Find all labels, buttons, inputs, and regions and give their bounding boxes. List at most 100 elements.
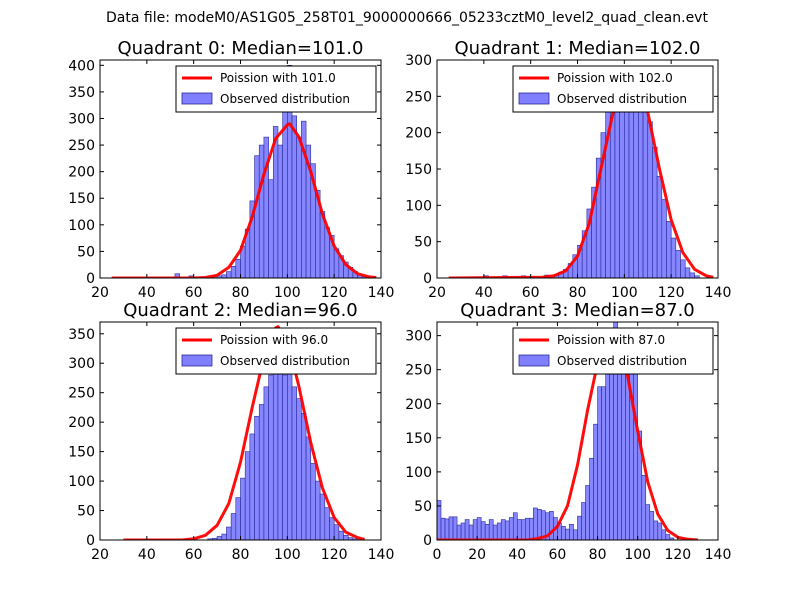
histogram-bar (254, 415, 260, 540)
y-tick-label: 250 (405, 363, 432, 379)
histogram-bar (689, 272, 695, 278)
histogram-bar (480, 521, 486, 540)
histogram-bar (282, 91, 288, 278)
x-tick-label: 100 (274, 547, 301, 563)
legend-bar-swatch (181, 92, 213, 105)
y-tick-label: 250 (405, 89, 432, 105)
histogram-bar (230, 513, 237, 540)
histogram-bar (440, 517, 446, 540)
x-tick-label: 120 (321, 547, 348, 563)
y-tick-label: 150 (68, 191, 95, 207)
histogram-bar (226, 271, 232, 278)
histogram-bar (529, 517, 534, 540)
y-tick-label: 150 (405, 431, 432, 447)
legend-bar-label: Observed distribution (220, 92, 350, 106)
x-tick-label: 100 (624, 547, 651, 563)
histogram-bar (680, 259, 686, 278)
y-tick-label: 100 (405, 465, 432, 481)
x-tick-label: 20 (428, 285, 446, 301)
panel-title: Quadrant 3: Median=87.0 (460, 300, 695, 321)
y-tick-label: 200 (68, 415, 95, 431)
y-tick-label: 350 (68, 85, 95, 101)
y-tick-label: 300 (68, 356, 95, 372)
legend-line-label: Poission with 96.0 (220, 333, 328, 347)
histogram-bar (315, 480, 321, 540)
x-tick-label: 120 (658, 285, 685, 301)
histogram-bar (235, 497, 241, 540)
x-tick-label: 100 (611, 285, 638, 301)
x-tick-label: 60 (522, 285, 540, 301)
histogram-bar (333, 524, 340, 540)
histogram-bar (460, 522, 466, 540)
histogram-bar (452, 516, 458, 540)
histogram-bar (601, 386, 606, 540)
histogram-bar (657, 522, 663, 540)
histogram-bar (537, 509, 542, 540)
poisson-curve (111, 122, 377, 278)
histogram-bar (272, 126, 279, 278)
histogram-bar (625, 372, 630, 540)
x-tick-label: 140 (368, 547, 395, 563)
histogram-bar (549, 511, 554, 540)
y-tick-label: 200 (68, 165, 95, 181)
x-tick-label: 120 (321, 285, 348, 301)
histogram-bar (287, 371, 293, 540)
y-tick-label: 350 (68, 327, 95, 343)
y-tick-label: 100 (68, 218, 95, 234)
y-tick-label: 50 (77, 504, 95, 520)
histogram-bar (694, 275, 700, 278)
legend-bar-swatch (518, 354, 550, 367)
histogram-bar (235, 259, 241, 278)
histogram-bar (605, 355, 610, 540)
y-tick-label: 200 (405, 397, 432, 413)
histogram-bar (665, 534, 671, 540)
figure-title: Data file: modeM0/AS1G05_258T01_90000006… (106, 10, 708, 26)
histogram-bar (661, 199, 667, 278)
histogram-bar (492, 524, 498, 540)
histogram-bar (516, 519, 522, 540)
panel-q0: 20 40 60 80 100 120 140 0 50 100 150 200 250 300 350 40… (68, 38, 394, 301)
histogram-bar (585, 485, 590, 540)
y-tick-label: 200 (405, 126, 432, 142)
histogram-bar (456, 524, 462, 540)
histogram-bar (661, 529, 667, 540)
histogram-bar (609, 345, 614, 540)
y-tick-label: 100 (405, 198, 432, 214)
histogram-bar (444, 518, 450, 540)
histogram-bar (593, 423, 598, 540)
histogram-bar (488, 519, 494, 540)
histogram-bar (581, 502, 586, 540)
x-tick-label: 80 (232, 285, 250, 301)
y-tick-label: 150 (405, 162, 432, 178)
legend-bar-swatch (518, 92, 550, 105)
y-tick-label: 250 (68, 138, 95, 154)
y-tick-label: 300 (405, 53, 432, 69)
x-tick-label: 20 (91, 547, 109, 563)
histogram-bar (589, 457, 594, 540)
histogram-bar (268, 374, 274, 540)
legend-bar-label: Observed distribution (220, 354, 350, 368)
x-tick-label: 80 (569, 285, 587, 301)
y-tick-label: 250 (68, 386, 95, 402)
histogram-bar (464, 519, 470, 540)
x-tick-label: 100 (274, 285, 301, 301)
x-tick-label: 60 (185, 285, 203, 301)
histogram-bar (226, 526, 232, 540)
y-tick-label: 0 (423, 271, 432, 287)
histogram-bar (310, 463, 316, 540)
histogram-bar (656, 175, 663, 278)
plot-area (111, 65, 377, 278)
x-tick-label: 20 (91, 285, 109, 301)
histogram-bar (629, 352, 635, 540)
histogram-bar (244, 451, 251, 540)
histogram-bar (448, 516, 454, 540)
histogram-bar (263, 386, 269, 540)
histogram-bar (684, 267, 691, 278)
panel-title: Quadrant 2: Median=96.0 (123, 300, 358, 321)
histogram-bar (468, 524, 474, 540)
histogram-bar (525, 517, 530, 540)
legend: Poission with 87.0 Observed distribution (512, 327, 714, 375)
legend-line-label: Poission with 101.0 (220, 71, 336, 85)
x-tick-label: 40 (138, 285, 156, 301)
